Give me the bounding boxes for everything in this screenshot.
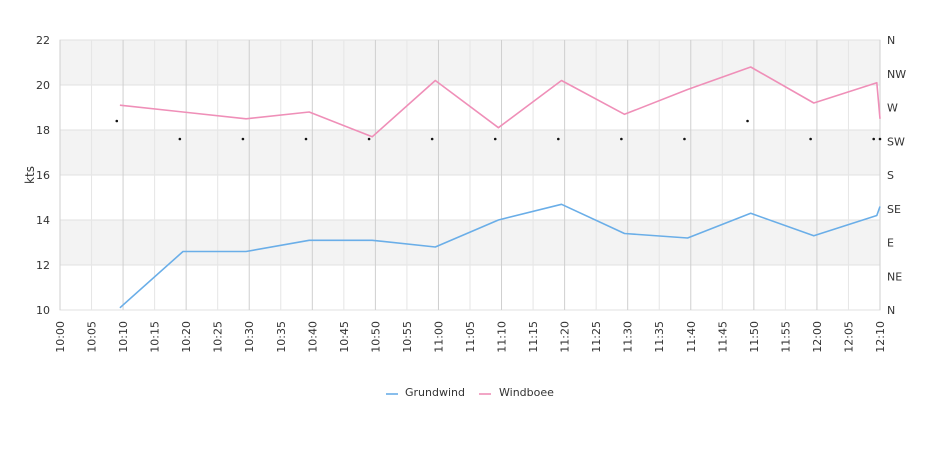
y-tick-label-10: 10 [36, 304, 50, 317]
x-tick-label-15: 11:15 [527, 321, 540, 353]
legend: Grundwind Windboee [386, 386, 554, 399]
x-tick-label-14: 11:10 [496, 321, 509, 353]
x-tick-label-3: 10:15 [149, 321, 162, 353]
direction-point-8 [620, 137, 623, 141]
series-line-windboee [119, 66, 881, 138]
y-tick-label-16: 16 [36, 169, 50, 182]
x-tick-label-17: 11:25 [590, 321, 603, 353]
x-tick-label-7: 10:35 [275, 321, 288, 353]
right-axis-direction-labels: N NE E SE S SW W NW N [887, 34, 906, 317]
direction-point-6 [493, 137, 497, 141]
y-tick-label-22: 22 [36, 34, 50, 47]
direction-label-5: SW [887, 135, 905, 148]
direction-point-11 [809, 137, 812, 141]
x-tick-label-13: 11:05 [464, 321, 477, 353]
direction-label-6: W [887, 102, 898, 115]
direction-point-10 [746, 119, 749, 123]
direction-point-7 [557, 137, 560, 141]
x-tick-label-11: 10:55 [401, 321, 414, 353]
series-line-grundwind [119, 203, 881, 309]
x-tick-label-5: 10:25 [212, 321, 225, 353]
direction-label-1: NE [887, 270, 902, 283]
x-tick-label-12: 11:00 [432, 321, 445, 353]
x-tick-label-16: 11:20 [559, 321, 572, 353]
direction-point-0 [115, 119, 119, 123]
direction-point-12 [872, 137, 875, 141]
y-tick-label-18: 18 [36, 124, 50, 137]
vertical-gridlines [59, 40, 881, 310]
legend-label-windboee: Windboee [499, 386, 554, 399]
y-tick-label-20: 20 [36, 79, 50, 92]
direction-label-7: NW [887, 68, 906, 81]
series-lines [119, 66, 881, 309]
x-tick-label-23: 11:55 [779, 321, 792, 353]
x-tick-label-24: 12:00 [811, 321, 824, 353]
y-tick-label-14: 14 [36, 214, 50, 227]
x-tick-label-22: 11:50 [748, 321, 761, 353]
x-tick-label-10: 10:50 [369, 321, 382, 353]
direction-point-1 [178, 137, 182, 141]
x-axis-tick-labels: 10:00 10:05 10:10 10:15 10:20 10:25 10:30 10:35… [54, 321, 887, 353]
x-tick-label-6: 10:30 [243, 321, 256, 353]
legend-label-grundwind: Grundwind [405, 386, 465, 399]
direction-point-5 [430, 137, 434, 141]
direction-label-3: SE [887, 203, 901, 216]
x-tick-label-18: 11:30 [622, 321, 635, 353]
direction-point-3 [304, 137, 308, 141]
y-tick-label-12: 12 [36, 259, 50, 272]
x-tick-label-21: 11:45 [716, 321, 729, 353]
x-tick-label-26: 12:10 [874, 321, 887, 353]
y-axis-tick-labels: 10 12 14 16 18 20 22 [36, 34, 50, 317]
direction-point-2 [241, 137, 245, 141]
direction-point-4 [367, 137, 371, 141]
direction-point-13 [878, 137, 882, 141]
x-tick-label-2: 10:10 [117, 321, 130, 353]
direction-point-9 [683, 137, 686, 141]
direction-label-0: N [887, 304, 895, 317]
x-tick-label-0: 10:00 [54, 321, 67, 353]
y-axis-title: kts [23, 166, 37, 184]
direction-label-2: E [887, 237, 894, 250]
x-tick-label-20: 11:40 [685, 321, 698, 353]
x-tick-label-8: 10:40 [306, 321, 319, 353]
x-tick-label-1: 10:05 [86, 321, 99, 353]
x-tick-label-9: 10:45 [338, 321, 351, 353]
direction-label-8: N [887, 34, 895, 47]
x-tick-label-25: 12:05 [842, 321, 855, 353]
x-tick-label-19: 11:35 [653, 321, 666, 353]
x-tick-label-4: 10:20 [180, 321, 193, 353]
direction-label-4: S [887, 169, 894, 182]
direction-points [115, 119, 882, 141]
